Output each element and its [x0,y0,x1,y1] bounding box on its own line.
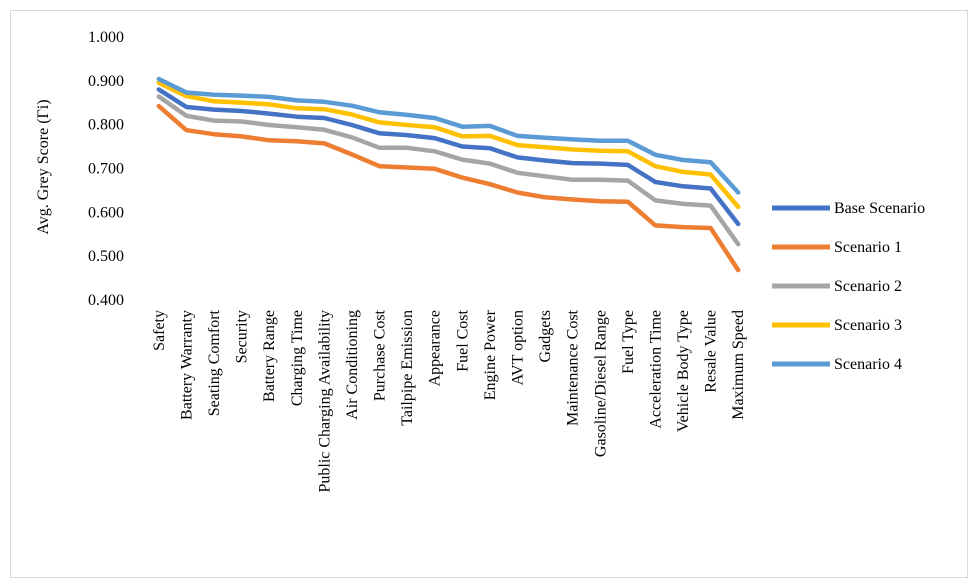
x-tick-label: Resale Value [703,310,720,393]
y-tick-label: 0.500 [88,248,124,265]
x-tick-label: Gasoline/Diesel Range [592,310,609,457]
x-tick-label: Safety [151,310,168,351]
x-tick-label: Air Conditioning [344,310,361,420]
x-tick-label: Battery Range [261,310,278,402]
y-tick-label: 0.400 [88,292,124,309]
x-tick-label: Appearance [427,310,444,386]
x-tick-label: Purchase Cost [372,309,389,401]
y-axis-label: Avg. Grey Score (Γi) [35,99,52,234]
series-line-5 [156,76,741,195]
x-tick-label: AVT option [509,310,526,385]
y-tick-label: 0.700 [88,161,124,178]
legend-label: Scenario 1 [834,239,902,256]
x-tick-label: Maximum Speed [730,310,747,420]
x-tick-label: Gadgets [537,310,554,362]
x-tick-label: Acceleration Time [647,310,664,429]
series-lines [156,76,741,273]
series-line-2 [156,103,741,273]
x-tick-label: Fuel Type [620,310,637,374]
x-tick-label: Engine Power [482,309,499,400]
legend-label: Scenario 2 [834,278,902,295]
x-tick-label: Tailpipe Emission [399,310,416,426]
x-tick-label: Battery Warranty [178,310,195,420]
y-tick-label: 0.900 [88,73,124,90]
y-axis-ticks: 1.000 0.900 0.800 0.700 0.600 0.500 0.400 [88,29,124,309]
x-tick-label: Public Charging Availability [316,310,333,493]
y-tick-label: 0.600 [88,204,124,221]
legend-label: Scenario 4 [834,356,902,373]
x-tick-label: Charging Time [289,310,306,406]
y-tick-label: 0.800 [88,117,124,134]
x-tick-label: Seating Comfort [206,309,223,416]
series-line-4 [156,80,741,210]
series-line-3 [156,94,741,247]
series-line-1 [156,87,741,227]
x-axis-ticks: Safety Battery Warranty Seating Comfort Sec… [151,309,747,492]
y-tick-label: 1.000 [88,29,124,46]
x-tick-label: Fuel Cost [454,309,471,371]
x-tick-label: Maintenance Cost [565,309,582,426]
legend-label: Scenario 3 [834,317,902,334]
legend-label: Base Scenario [834,200,925,217]
legend: Base Scenario Scenario 1 Scenario 2 Scenari… [772,200,925,373]
x-tick-label: Vehicle Body Type [675,310,692,432]
x-tick-label: Security [234,310,251,363]
